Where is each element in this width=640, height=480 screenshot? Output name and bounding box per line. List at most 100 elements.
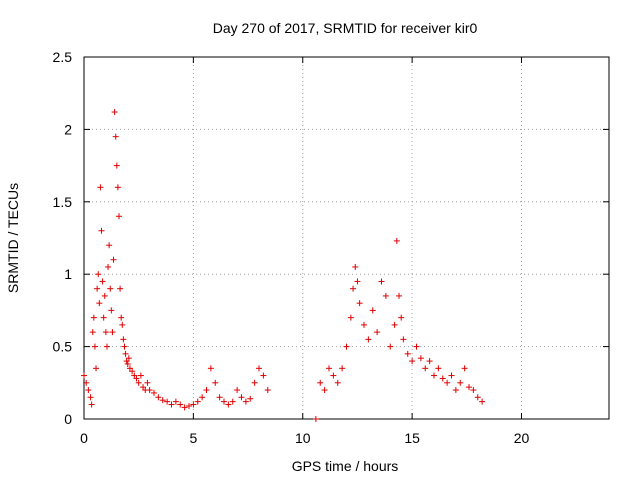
- data-point: [439, 375, 446, 382]
- data-point: [114, 184, 121, 191]
- data-point: [116, 213, 122, 220]
- x-tick-label: 0: [80, 430, 88, 446]
- data-point: [470, 387, 477, 394]
- data-point: [121, 343, 128, 350]
- data-point: [365, 336, 372, 343]
- x-tick-label: 10: [295, 430, 311, 446]
- data-point: [118, 314, 125, 321]
- data-point: [101, 292, 108, 299]
- data-point: [103, 343, 110, 350]
- data-point: [435, 365, 442, 372]
- data-point: [317, 379, 324, 386]
- y-tick-label: 2.5: [53, 49, 73, 65]
- data-point: [137, 372, 144, 379]
- data-point: [466, 384, 472, 391]
- data-point: [159, 397, 166, 404]
- data-point: [479, 398, 486, 405]
- data-point: [326, 365, 332, 372]
- data-point: [452, 387, 459, 394]
- data-point: [133, 375, 140, 382]
- data-point: [90, 314, 97, 321]
- data-point: [146, 387, 153, 394]
- data-point: [99, 278, 106, 285]
- data-point: [356, 300, 363, 307]
- data-point: [347, 314, 354, 321]
- data-point: [151, 389, 157, 396]
- data-point: [321, 387, 328, 394]
- data-point: [354, 278, 361, 285]
- data-point: [378, 278, 385, 285]
- data-point: [339, 365, 346, 372]
- x-tick-label: 15: [404, 430, 420, 446]
- data-point: [112, 133, 119, 140]
- data-point: [369, 307, 376, 314]
- data-point: [97, 184, 104, 191]
- data-point: [124, 360, 131, 367]
- data-point: [203, 387, 210, 394]
- data-point: [396, 292, 402, 299]
- data-point: [172, 398, 179, 405]
- data-point: [216, 394, 223, 401]
- x-axis-label: GPS time / hours: [292, 458, 399, 474]
- x-tick-label: 20: [514, 430, 530, 446]
- y-axis-label: SRMTID / TECUs: [5, 183, 21, 293]
- data-point: [457, 379, 464, 386]
- data-point: [108, 307, 115, 314]
- data-points: [81, 109, 486, 422]
- x-tick-label: 5: [189, 430, 197, 446]
- grid-lines: [84, 57, 609, 419]
- data-point: [212, 379, 219, 386]
- data-point: [229, 398, 236, 405]
- data-point: [312, 416, 319, 422]
- data-point: [111, 109, 118, 116]
- data-point: [181, 404, 188, 411]
- y-tick-label: 1: [64, 266, 72, 282]
- data-point: [404, 350, 411, 357]
- data-point: [194, 398, 201, 405]
- data-point: [91, 343, 98, 350]
- data-point: [105, 263, 112, 270]
- data-point: [81, 372, 87, 379]
- data-point: [387, 343, 394, 350]
- data-point: [93, 365, 100, 372]
- data-point: [461, 365, 468, 372]
- data-point: [393, 237, 400, 244]
- data-point: [122, 350, 129, 357]
- data-point: [221, 398, 227, 405]
- data-point: [444, 379, 451, 386]
- y-tick-labels: 0 0.5 1 1.5 2 2.5: [53, 49, 73, 427]
- data-point: [417, 355, 424, 362]
- data-point: [186, 402, 192, 409]
- y-tick-label: 0.5: [53, 339, 73, 355]
- data-point: [234, 387, 241, 394]
- data-point: [474, 394, 481, 401]
- data-point: [117, 285, 124, 292]
- data-point: [400, 336, 407, 343]
- data-point: [199, 394, 206, 401]
- data-point: [448, 372, 455, 379]
- data-point: [225, 401, 232, 408]
- data-point: [107, 285, 114, 292]
- data-point: [168, 401, 175, 408]
- data-point: [106, 242, 113, 249]
- data-point: [102, 329, 109, 336]
- data-point: [343, 343, 350, 350]
- data-point: [87, 394, 94, 401]
- chart-title: Day 270 of 2017, SRMTID for receiver kir…: [213, 20, 478, 36]
- data-point: [391, 321, 398, 328]
- data-point: [177, 401, 184, 408]
- data-point: [135, 379, 142, 386]
- data-point: [431, 372, 437, 379]
- data-point: [164, 398, 171, 405]
- data-point: [334, 379, 341, 386]
- data-point: [109, 329, 116, 336]
- data-point: [398, 314, 405, 321]
- data-point: [330, 372, 337, 379]
- data-point: [260, 372, 267, 379]
- data-point: [207, 365, 214, 372]
- data-point: [120, 336, 127, 343]
- data-point: [382, 292, 389, 299]
- data-point: [83, 379, 90, 386]
- data-point: [409, 358, 416, 365]
- axis-ticks: [83, 56, 609, 420]
